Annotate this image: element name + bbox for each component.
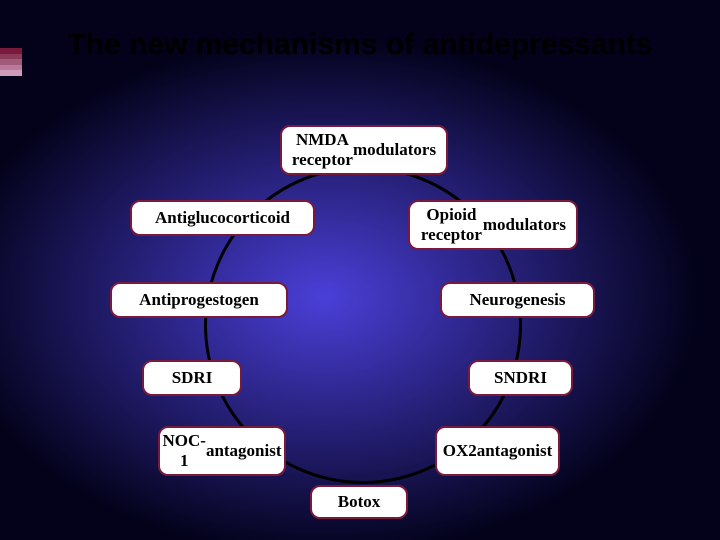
node-sdri: SDRI	[142, 360, 242, 396]
node-label-line: Neurogenesis	[469, 290, 565, 310]
node-label-line: SDRI	[172, 368, 213, 388]
node-label-line: Opioid receptor	[420, 205, 483, 244]
node-label-line: OX2	[443, 441, 477, 461]
node-label-line: modulators	[353, 140, 436, 160]
node-label-line: antagonist	[206, 441, 282, 461]
node-sndri: SNDRI	[468, 360, 573, 396]
node-neuro: Neurogenesis	[440, 282, 595, 318]
node-label-line: modulators	[483, 215, 566, 235]
node-antigluc: Antiglucocorticoid	[130, 200, 315, 236]
node-label-line: NMDA receptor	[292, 130, 353, 169]
node-label-line: antagonist	[477, 441, 553, 461]
node-label-line: Botox	[338, 492, 381, 512]
slide-title: The new mechanisms of antidepressants	[0, 28, 720, 62]
node-nmda: NMDA receptormodulators	[280, 125, 448, 175]
node-ox2: OX2antagonist	[435, 426, 560, 476]
node-label-line: SNDRI	[494, 368, 547, 388]
node-noc1: NOC-1antagonist	[158, 426, 286, 476]
node-opioid: Opioid receptormodulators	[408, 200, 578, 250]
node-antiprog: Antiprogestogen	[110, 282, 288, 318]
node-label-line: NOC-1	[162, 431, 205, 470]
node-label-line: Antiglucocorticoid	[155, 208, 290, 228]
node-label-line: Antiprogestogen	[139, 290, 259, 310]
node-botox: Botox	[310, 485, 408, 519]
